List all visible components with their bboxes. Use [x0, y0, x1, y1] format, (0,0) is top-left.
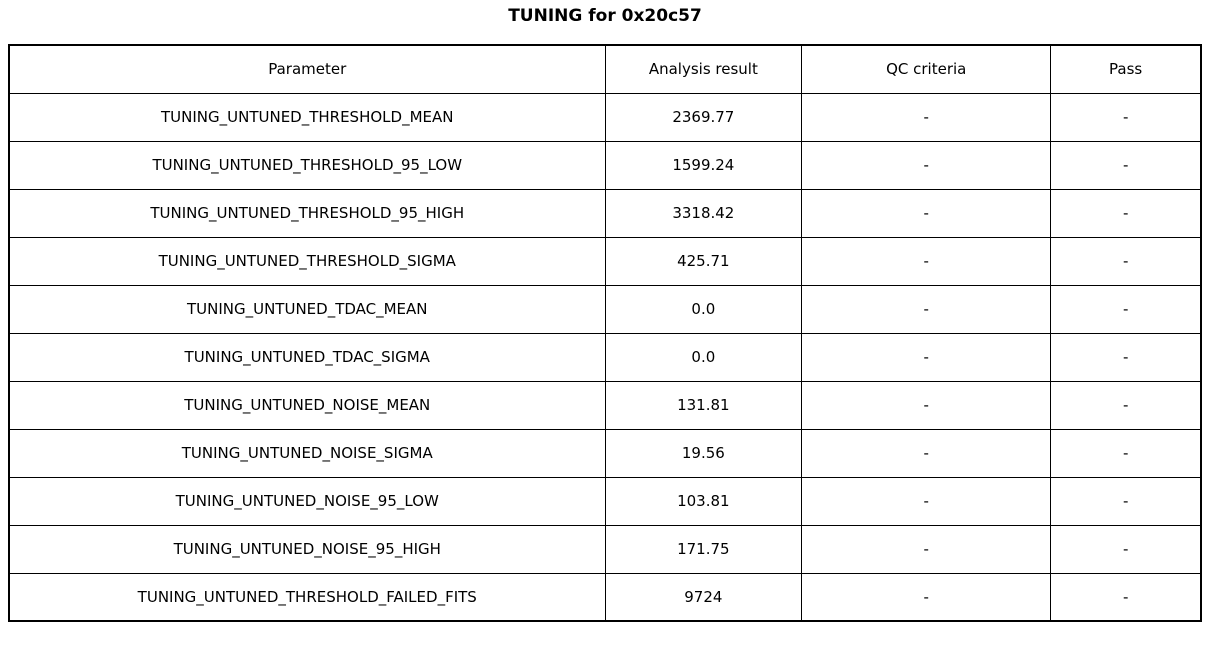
tuning-qc-table: Parameter Analysis result QC criteria Pa…	[8, 44, 1202, 622]
cell-parameter: TUNING_UNTUNED_THRESHOLD_MEAN	[8, 92, 606, 142]
table-row: TUNING_UNTUNED_THRESHOLD_FAILED_FITS 9724…	[8, 572, 1202, 622]
column-header-parameter: Parameter	[8, 44, 606, 94]
cell-pass: -	[1050, 428, 1202, 478]
table-row: TUNING_UNTUNED_THRESHOLD_MEAN 2369.77- -	[8, 92, 1202, 142]
table-row: TUNING_UNTUNED_TDAC_SIGMA 0.0- -	[8, 332, 1202, 382]
cell-analysis-result: 3318.42	[604, 188, 803, 238]
cell-pass: -	[1050, 524, 1202, 574]
cell-parameter: TUNING_UNTUNED_THRESHOLD_95_HIGH	[8, 188, 606, 238]
cell-qc-criteria: -	[801, 524, 1052, 574]
table-row: TUNING_UNTUNED_NOISE_SIGMA 19.56- -	[8, 428, 1202, 478]
cell-pass: -	[1050, 236, 1202, 286]
table-body: TUNING_UNTUNED_THRESHOLD_MEAN 2369.77- - TU…	[8, 92, 1202, 622]
cell-parameter: TUNING_UNTUNED_NOISE_95_LOW	[8, 476, 606, 526]
cell-qc-criteria: -	[801, 188, 1052, 238]
table-row: TUNING_UNTUNED_THRESHOLD_95_LOW 1599.24- -	[8, 140, 1202, 190]
cell-pass: -	[1050, 140, 1202, 190]
cell-qc-criteria: -	[801, 428, 1052, 478]
column-header-pass: Pass	[1050, 44, 1202, 94]
cell-parameter: TUNING_UNTUNED_NOISE_MEAN	[8, 380, 606, 430]
cell-parameter: TUNING_UNTUNED_NOISE_SIGMA	[8, 428, 606, 478]
cell-analysis-result: 1599.24	[604, 140, 803, 190]
cell-analysis-result: 19.56	[604, 428, 803, 478]
cell-qc-criteria: -	[801, 380, 1052, 430]
cell-parameter: TUNING_UNTUNED_THRESHOLD_FAILED_FITS	[8, 572, 606, 622]
table-row: TUNING_UNTUNED_NOISE_95_LOW 103.81- -	[8, 476, 1202, 526]
cell-parameter: TUNING_UNTUNED_THRESHOLD_95_LOW	[8, 140, 606, 190]
cell-qc-criteria: -	[801, 140, 1052, 190]
cell-pass: -	[1050, 380, 1202, 430]
cell-analysis-result: 103.81	[604, 476, 803, 526]
cell-parameter: TUNING_UNTUNED_TDAC_SIGMA	[8, 332, 606, 382]
table-row: TUNING_UNTUNED_NOISE_95_HIGH 171.75- -	[8, 524, 1202, 574]
cell-analysis-result: 2369.77	[604, 92, 803, 142]
cell-analysis-result: 0.0	[604, 332, 803, 382]
page-title: TUNING for 0x20c57	[508, 6, 702, 26]
cell-parameter: TUNING_UNTUNED_TDAC_MEAN	[8, 284, 606, 334]
cell-pass: -	[1050, 332, 1202, 382]
cell-qc-criteria: -	[801, 572, 1052, 622]
cell-analysis-result: 9724	[604, 572, 803, 622]
cell-qc-criteria: -	[801, 476, 1052, 526]
cell-pass: -	[1050, 284, 1202, 334]
cell-analysis-result: 131.81	[604, 380, 803, 430]
table-row: TUNING_UNTUNED_THRESHOLD_95_HIGH 3318.42-…	[8, 188, 1202, 238]
cell-qc-criteria: -	[801, 284, 1052, 334]
cell-qc-criteria: -	[801, 236, 1052, 286]
column-header-qc-criteria: QC criteria	[801, 44, 1052, 94]
header-row: Parameter Analysis result QC criteria Pa…	[8, 44, 1202, 94]
cell-analysis-result: 171.75	[604, 524, 803, 574]
cell-analysis-result: 425.71	[604, 236, 803, 286]
cell-parameter: TUNING_UNTUNED_THRESHOLD_SIGMA	[8, 236, 606, 286]
cell-parameter: TUNING_UNTUNED_NOISE_95_HIGH	[8, 524, 606, 574]
table-row: TUNING_UNTUNED_THRESHOLD_SIGMA 425.71- -	[8, 236, 1202, 286]
column-header-analysis-result: Analysis result	[604, 44, 803, 94]
cell-analysis-result: 0.0	[604, 284, 803, 334]
cell-qc-criteria: -	[801, 332, 1052, 382]
cell-pass: -	[1050, 476, 1202, 526]
table-row: TUNING_UNTUNED_NOISE_MEAN 131.81- -	[8, 380, 1202, 430]
cell-qc-criteria: -	[801, 92, 1052, 142]
cell-pass: -	[1050, 572, 1202, 622]
cell-pass: -	[1050, 188, 1202, 238]
table-row: TUNING_UNTUNED_TDAC_MEAN 0.0- -	[8, 284, 1202, 334]
cell-pass: -	[1050, 92, 1202, 142]
